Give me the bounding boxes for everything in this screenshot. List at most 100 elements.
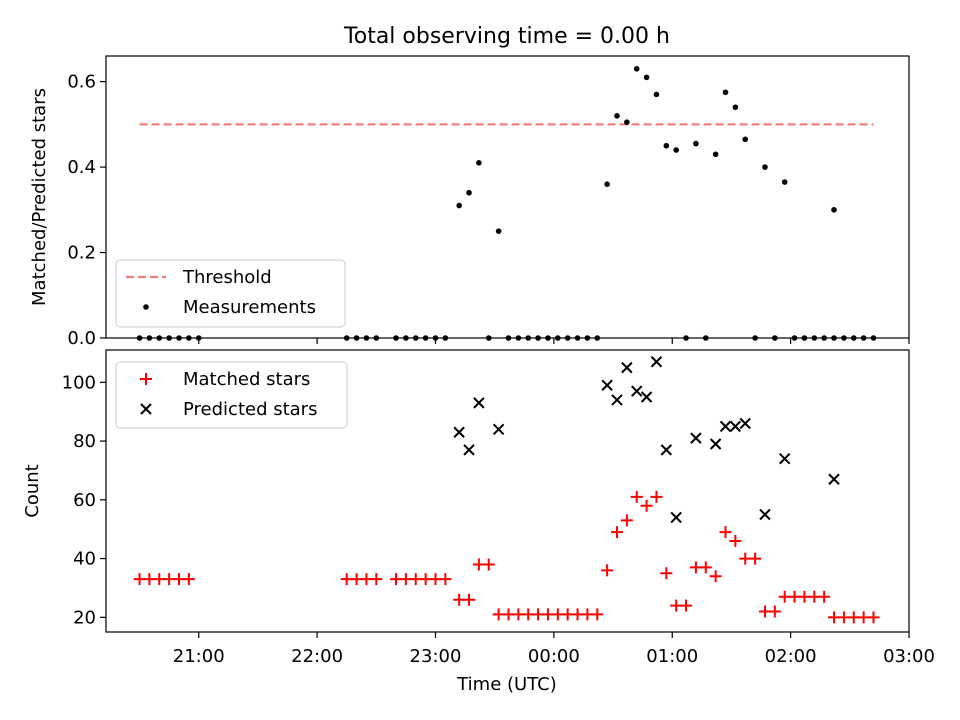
predicted-star-point xyxy=(729,420,742,433)
matched-star-point xyxy=(630,490,643,503)
matched-star-point xyxy=(768,605,781,618)
measurement-point xyxy=(653,91,660,98)
y-tick-label: 20 xyxy=(73,607,96,628)
x-tick-label: 00:00 xyxy=(528,646,580,667)
matched-star-point xyxy=(729,534,742,547)
top-y-ticks: 0.0 0.2 0.4 0.6 xyxy=(67,72,106,349)
legend-measurements-label: Measurements xyxy=(183,297,316,318)
top-axes-frame xyxy=(105,55,910,339)
bottom-axes: 20 40 60 80 100 21:00 22:00 23:00 00:00 01:00 02:… xyxy=(22,349,935,695)
figure-title: Total observing time = 0.00 h xyxy=(343,24,670,49)
measurement-point xyxy=(624,119,630,126)
predicted-star-point xyxy=(739,417,751,430)
predicted-star-point xyxy=(759,508,771,521)
y-tick-label: 40 xyxy=(73,549,96,570)
bottom-axes-frame xyxy=(105,349,910,633)
matched-star-point xyxy=(699,561,712,574)
matched-star-point xyxy=(182,573,195,586)
bottom-legend-box xyxy=(115,361,348,429)
matched-star-point xyxy=(818,590,831,603)
matched-star-point xyxy=(680,599,693,612)
x-tick-label: 01:00 xyxy=(646,646,698,667)
x-tick-label: 03:00 xyxy=(883,646,935,667)
y-tick-label: 60 xyxy=(73,490,96,511)
matched-star-point xyxy=(640,499,653,512)
legend-measurements-swatch xyxy=(143,304,149,310)
y-tick-label: 0.6 xyxy=(67,72,96,93)
matched-star-point xyxy=(719,526,732,539)
matched-star-point xyxy=(660,567,673,580)
predicted-star-point xyxy=(453,426,465,438)
predicted-star-point xyxy=(611,394,623,406)
matched-star-point xyxy=(650,490,663,503)
y-tick-label: 100 xyxy=(62,372,96,393)
y-tick-label: 80 xyxy=(73,431,96,452)
predicted-star-point xyxy=(473,397,485,409)
y-tick-label: 0.2 xyxy=(67,243,96,264)
matched-star-point xyxy=(601,564,614,577)
matched-star-point xyxy=(482,558,495,571)
matched-star-point xyxy=(370,573,383,586)
measurement-point xyxy=(633,66,640,72)
predicted-star-point xyxy=(621,361,633,374)
bottom-x-ticks: 21:00 22:00 23:00 00:00 01:00 02:00 03:00 xyxy=(173,632,935,667)
top-y-axis-label: Matched/Predicted stars xyxy=(29,88,50,306)
predicted-star-point xyxy=(463,444,475,456)
measurement-point xyxy=(781,179,788,185)
legend-predicted-swatch xyxy=(140,403,152,415)
measurement-point xyxy=(476,160,482,166)
bottom-plot-area xyxy=(133,356,880,624)
predicted-star-point xyxy=(709,438,722,450)
predicted-star-point xyxy=(690,432,702,444)
predicted-star-point xyxy=(670,511,682,524)
bottom-y-axis-label: Count xyxy=(22,464,43,517)
matched-star-point xyxy=(709,570,722,583)
measurement-point xyxy=(495,228,502,234)
measurement-point xyxy=(762,164,768,170)
matched-star-point xyxy=(867,611,880,624)
x-tick-label: 23:00 xyxy=(410,646,462,667)
x-tick-label: 22:00 xyxy=(291,646,343,667)
measurement-point xyxy=(604,181,610,187)
predicted-star-point xyxy=(492,423,505,436)
top-legend-box xyxy=(115,259,346,328)
predicted-star-point xyxy=(660,444,673,456)
predicted-star-point xyxy=(650,356,663,368)
top-legend: Threshold Measurements xyxy=(115,259,346,328)
measurement-point xyxy=(456,202,462,209)
legend-matched-label: Matched stars xyxy=(183,369,310,390)
predicted-star-point xyxy=(719,420,732,433)
top-axes: 0.0 0.2 0.4 0.6 Matched/Predicted stars Thr… xyxy=(29,55,910,349)
x-tick-label: 02:00 xyxy=(765,646,817,667)
y-tick-label: 0.0 xyxy=(67,328,96,349)
bottom-legend: Matched stars Predicted stars xyxy=(115,361,348,429)
measurement-point xyxy=(614,113,620,119)
matched-star-point xyxy=(620,514,633,527)
legend-matched-swatch xyxy=(140,373,152,385)
predicted-star-point xyxy=(631,385,643,397)
measurement-point xyxy=(712,151,719,158)
measurement-point xyxy=(693,140,699,147)
measurement-point xyxy=(466,189,472,196)
matched-star-point xyxy=(611,526,623,539)
measurement-point xyxy=(643,74,650,81)
matched-star-point xyxy=(463,593,476,606)
measurement-point xyxy=(732,104,739,111)
measurement-point xyxy=(663,142,670,149)
x-tick-label: 21:00 xyxy=(173,646,225,667)
legend-predicted-label: Predicted stars xyxy=(183,399,317,420)
predicted-star-point xyxy=(601,379,613,391)
matched-star-point xyxy=(439,573,452,586)
measurement-point xyxy=(742,136,749,143)
bottom-y-ticks: 20 40 60 80 100 xyxy=(62,372,106,628)
measurement-point xyxy=(722,89,729,96)
matched-star-point xyxy=(749,552,762,565)
matched-star-point xyxy=(591,608,604,621)
y-tick-label: 0.4 xyxy=(67,157,96,178)
measurement-point xyxy=(831,207,837,213)
predicted-star-point xyxy=(640,391,653,403)
x-axis-label: Time (UTC) xyxy=(456,674,557,695)
legend-threshold-label: Threshold xyxy=(182,267,272,288)
